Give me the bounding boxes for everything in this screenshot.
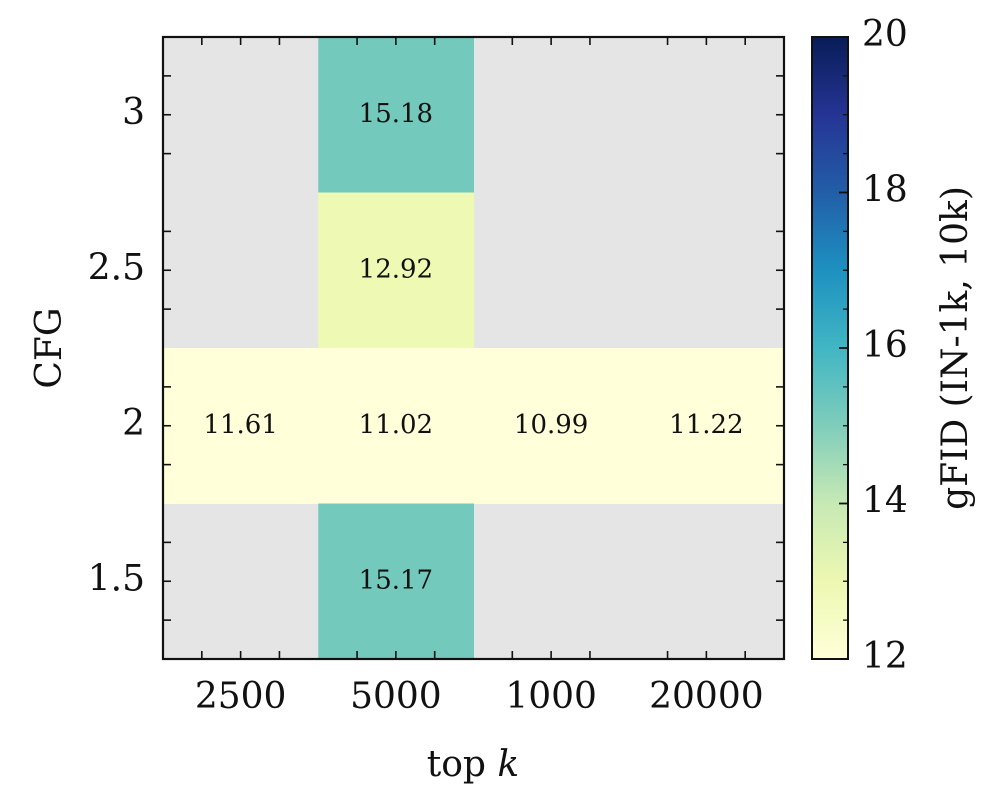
cell-value-label: 15.17 [359,565,433,595]
plot-area: 15.18 12.92 11.61 11.02 10.99 11.22 15.17 [163,37,785,660]
cell-value-label: 11.02 [359,410,433,440]
heatmap-cell [163,348,319,504]
plot-frame [161,35,786,661]
colorbar: 12 14 16 18 20 gFID (IN-1k, 10k) [811,14,976,677]
cell-value-label: 11.22 [669,410,743,440]
y-tick-label: 3 [122,92,145,133]
colorbar-tick-label: 20 [862,14,908,55]
heatmap-cell [628,348,785,504]
cell-value-label: 12.92 [359,254,433,284]
x-tick-label: 5000 [350,676,442,717]
colorbar-tick-label: 18 [862,170,908,211]
y-tick-label: 2.5 [88,247,145,288]
x-axis-label: top k [427,744,519,785]
heatmap-cell [318,348,474,504]
heatmap-cell [318,37,474,193]
colorbar-tick-label: 14 [862,481,908,522]
heatmap-cell [318,503,474,660]
y-tick-label: 2 [122,403,145,444]
colorbar-tick-label: 16 [862,325,908,366]
cell-value-label: 15.18 [359,99,433,129]
x-tick-label: 1000 [505,676,597,717]
cell-value-label: 10.99 [514,410,588,440]
heatmap-cell [473,348,630,504]
cell-value-label: 11.61 [203,410,277,440]
x-tick-label: 2500 [195,676,287,717]
colorbar-tick-label: 12 [862,636,908,677]
heatmap-cell [318,192,474,349]
x-tick-label: 20000 [649,676,764,717]
y-axis-label: CFG [29,307,70,388]
colorbar-label: gFID (IN-1k, 10k) [935,186,976,510]
y-tick-label: 1.5 [88,558,145,599]
